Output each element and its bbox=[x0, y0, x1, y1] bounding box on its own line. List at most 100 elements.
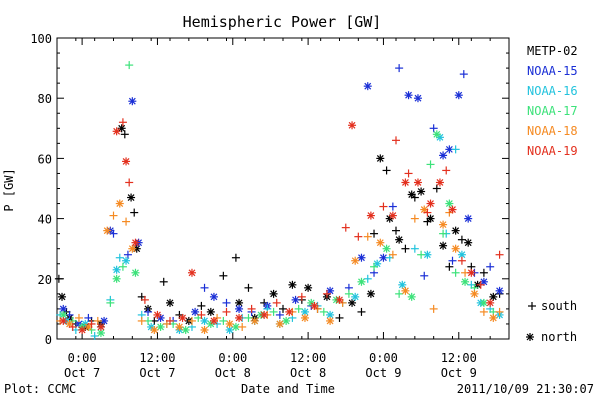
data-point-north bbox=[426, 214, 435, 223]
data-point-south bbox=[429, 304, 438, 313]
legend-entry: NOAA-19 bbox=[527, 144, 578, 158]
data-point-north bbox=[470, 289, 479, 298]
x-tick-date-label: Oct 7 bbox=[64, 366, 100, 380]
series-noaa-19 bbox=[59, 118, 504, 334]
data-point-north bbox=[300, 313, 309, 322]
data-point-north bbox=[181, 325, 190, 334]
data-point-north bbox=[250, 316, 259, 325]
marker-key-south-symbol bbox=[528, 302, 536, 310]
data-point-north bbox=[187, 268, 196, 277]
footer-timestamp: 2011/10/09 21:30:07 bbox=[457, 382, 594, 396]
y-tick-label: 0 bbox=[45, 333, 52, 347]
x-tick-date-label: Oct 7 bbox=[139, 366, 175, 380]
marker-key: south north bbox=[526, 299, 577, 344]
data-point-north bbox=[112, 265, 121, 274]
series-noaa-17 bbox=[59, 61, 498, 337]
data-point-north bbox=[100, 316, 109, 325]
data-point-north bbox=[398, 280, 407, 289]
data-point-north bbox=[348, 298, 357, 307]
data-point-north bbox=[200, 316, 209, 325]
data-point-north bbox=[435, 178, 444, 187]
data-point-north bbox=[84, 322, 93, 331]
data-point-south bbox=[341, 223, 350, 232]
data-point-north bbox=[432, 130, 441, 139]
data-point-north bbox=[388, 211, 397, 220]
data-point-south bbox=[322, 289, 331, 298]
data-point-north bbox=[366, 211, 375, 220]
x-tick-date-label: Oct 9 bbox=[365, 366, 401, 380]
data-point-north bbox=[288, 280, 297, 289]
x-tick-date-label: Oct 9 bbox=[441, 366, 477, 380]
data-point-south bbox=[344, 289, 353, 298]
series-noaa-18 bbox=[56, 199, 504, 334]
data-point-south bbox=[140, 295, 149, 304]
data-point-north bbox=[401, 286, 410, 295]
data-point-south bbox=[106, 298, 115, 307]
data-point-north bbox=[486, 298, 495, 307]
data-point-north bbox=[96, 322, 105, 331]
data-point-south bbox=[388, 250, 397, 259]
data-point-north bbox=[351, 256, 360, 265]
legend-entry: METP-02 bbox=[527, 44, 578, 58]
data-point-north bbox=[401, 178, 410, 187]
data-points bbox=[54, 61, 504, 340]
data-point-north bbox=[275, 319, 284, 328]
data-point-north bbox=[445, 199, 454, 208]
data-point-south bbox=[382, 166, 391, 175]
data-point-south bbox=[445, 262, 454, 271]
data-point-south bbox=[137, 316, 146, 325]
data-point-north bbox=[357, 277, 366, 286]
data-point-south bbox=[68, 322, 77, 331]
data-point-south bbox=[410, 214, 419, 223]
data-point-north bbox=[451, 226, 460, 235]
data-point-north bbox=[153, 310, 162, 319]
data-point-north bbox=[178, 313, 187, 322]
data-point-south bbox=[197, 301, 206, 310]
data-point-south bbox=[459, 70, 468, 79]
data-point-south bbox=[429, 124, 438, 133]
data-point-north bbox=[326, 316, 335, 325]
data-point-north bbox=[404, 91, 413, 100]
data-point-south bbox=[222, 298, 231, 307]
data-point-north bbox=[59, 316, 68, 325]
chart-title: Hemispheric Power [GW] bbox=[183, 13, 382, 31]
data-point-south bbox=[451, 145, 460, 154]
data-point-north bbox=[363, 82, 372, 91]
data-point-north bbox=[128, 244, 137, 253]
data-point-south bbox=[87, 319, 96, 328]
legend-entry: NOAA-15 bbox=[527, 64, 578, 78]
y-tick-label: 20 bbox=[38, 273, 52, 287]
data-point-north bbox=[209, 292, 218, 301]
data-point-south bbox=[269, 307, 278, 316]
y-tick-label: 80 bbox=[38, 92, 52, 106]
x-tick-date-label: Oct 8 bbox=[215, 366, 251, 380]
data-point-south bbox=[395, 289, 404, 298]
data-point-south bbox=[159, 277, 168, 286]
data-point-north bbox=[451, 244, 460, 253]
data-point-south bbox=[197, 310, 206, 319]
data-point-south bbox=[392, 136, 400, 145]
data-point-south bbox=[439, 229, 448, 238]
data-point-north bbox=[426, 199, 435, 208]
data-point-south bbox=[423, 208, 432, 217]
x-tick-date-label: Oct 8 bbox=[290, 366, 326, 380]
data-point-north bbox=[464, 214, 473, 223]
data-point-north bbox=[115, 199, 124, 208]
data-point-south bbox=[486, 262, 495, 271]
data-point-south bbox=[404, 169, 413, 178]
data-point-north bbox=[175, 322, 184, 331]
data-point-north bbox=[495, 286, 504, 295]
data-point-south bbox=[357, 307, 366, 316]
data-point-south bbox=[130, 208, 139, 217]
data-point-north bbox=[122, 256, 131, 265]
x-tick-time-label: 0:00 bbox=[68, 351, 97, 365]
data-point-north bbox=[225, 319, 234, 328]
marker-key-north-symbol bbox=[526, 333, 534, 341]
data-point-south bbox=[118, 118, 127, 127]
data-point-south bbox=[479, 268, 488, 277]
data-point-north bbox=[260, 310, 269, 319]
legend-entry: NOAA-18 bbox=[527, 124, 578, 138]
x-tick-time-label: 12:00 bbox=[441, 351, 477, 365]
